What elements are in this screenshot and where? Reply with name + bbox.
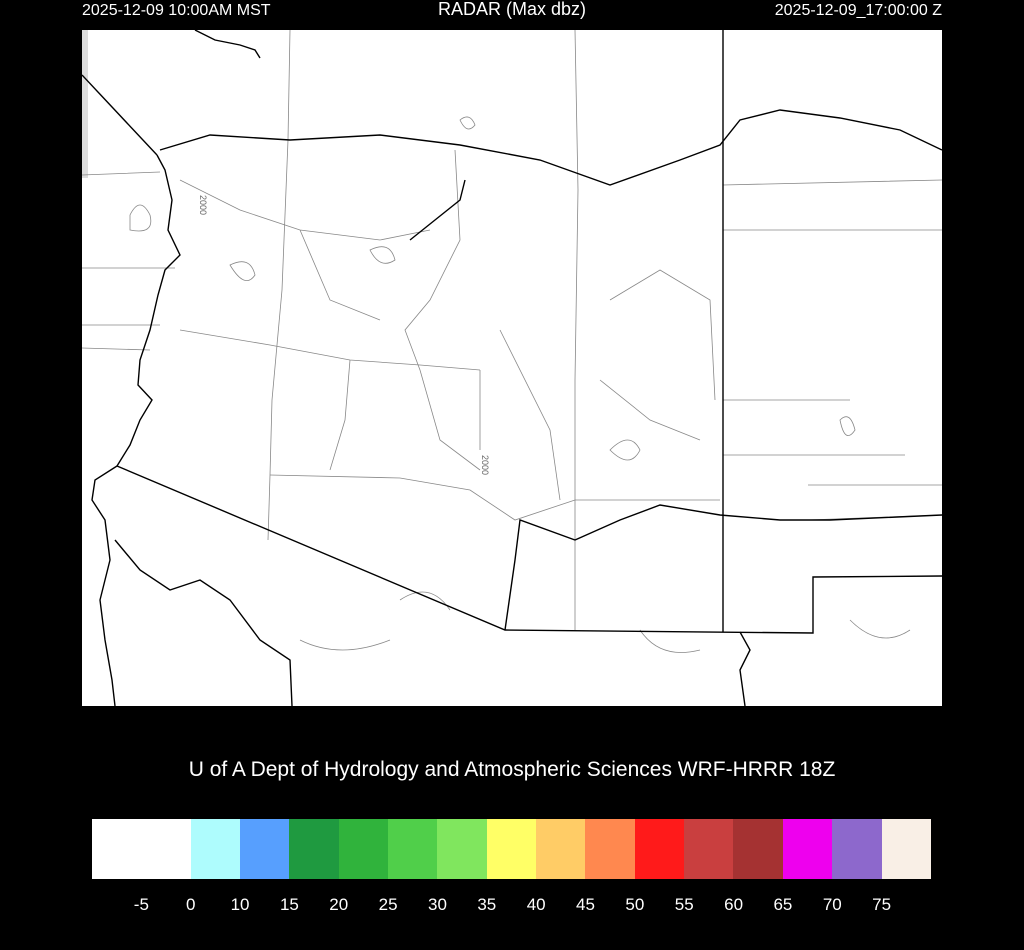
- map-title: RADAR (Max dbz): [437, 0, 587, 19]
- colorbar-label: 0: [185, 895, 196, 914]
- colorbar-swatch: [684, 819, 734, 879]
- colorbar-swatch: [240, 819, 290, 879]
- colorbar-swatch: [190, 819, 241, 879]
- colorbar-label: 55: [674, 895, 694, 914]
- colorbar-label: 50: [625, 895, 645, 914]
- contour-label: 2000: [198, 195, 208, 215]
- colorbar-label: 60: [724, 895, 744, 914]
- credit-line: U of A Dept of Hydrology and Atmospheric…: [188, 758, 836, 781]
- colorbar-label: 35: [477, 895, 497, 914]
- colorbar-swatch: [486, 819, 537, 879]
- colorbar-swatch: [437, 819, 487, 879]
- state-borders: [81, 29, 943, 707]
- colorbar-label: 45: [576, 895, 595, 914]
- colorbar-label: 20: [329, 895, 349, 914]
- colorbar-swatch: [289, 819, 339, 879]
- colorbar-label: 30: [428, 895, 447, 914]
- colorbar-swatch: [92, 819, 191, 879]
- contour-label: 2000: [480, 455, 490, 475]
- colorbar-swatch: [832, 819, 882, 879]
- colorbar-swatch: [388, 819, 438, 879]
- colorbar-label: -5: [133, 895, 149, 914]
- local-time: 2025-12-09 10:00AM MST: [82, 2, 271, 19]
- colorbar-swatch: [338, 819, 389, 879]
- colorbar-label: 70: [822, 895, 842, 914]
- colorbar-swatch: [585, 819, 635, 879]
- colorbar-swatch: [634, 819, 685, 879]
- colorbar-label: 40: [526, 895, 546, 914]
- map-borders: 2000 2000: [81, 29, 943, 707]
- colorbar-label: 25: [378, 895, 398, 914]
- colorbar-label: 75: [872, 895, 892, 914]
- county-lines: [81, 29, 943, 653]
- colorbar-swatch: [733, 819, 783, 879]
- utc-time: 2025-12-09_17:00:00 Z: [774, 2, 942, 19]
- colorbar-label: 10: [230, 895, 250, 914]
- colorbar-swatch: [536, 819, 586, 879]
- colorbar-label: 65: [773, 895, 793, 914]
- colorbar-swatch: [881, 819, 931, 879]
- colorbar-label: 15: [279, 895, 299, 914]
- colorbar-swatch: [782, 819, 833, 879]
- radar-map: 2000 2000: [81, 29, 943, 707]
- colorbar: [92, 819, 931, 879]
